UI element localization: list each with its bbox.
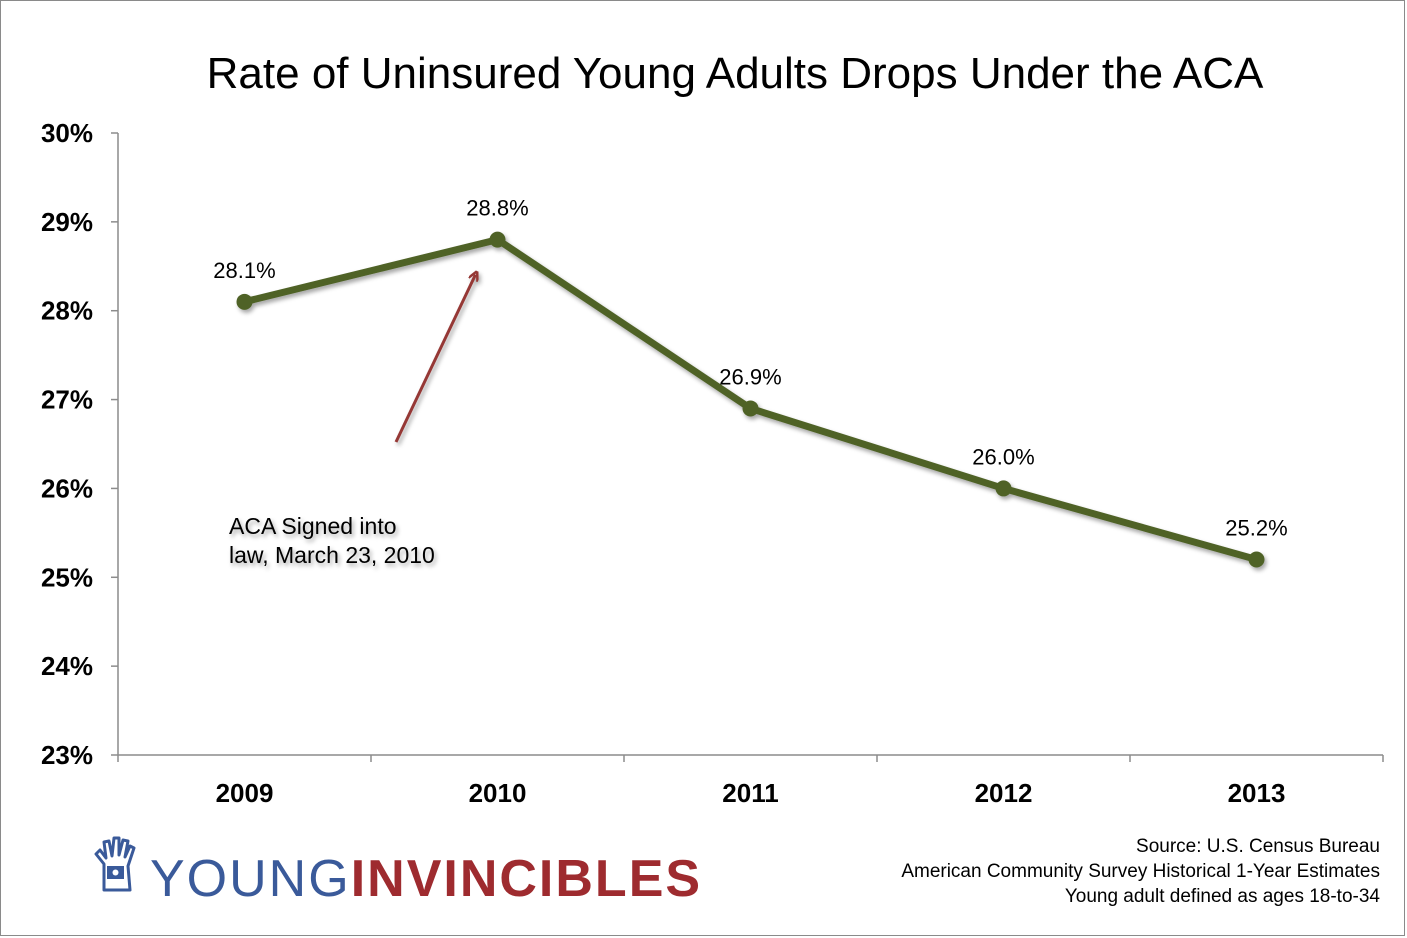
y-tick-label: 23% bbox=[41, 740, 93, 770]
annotation-line-1: ACA Signed into bbox=[229, 513, 397, 539]
y-tick-label: 27% bbox=[41, 385, 93, 415]
x-tick-label: 2012 bbox=[975, 778, 1033, 808]
x-tick-label: 2009 bbox=[216, 778, 274, 808]
x-tick-label: 2011 bbox=[722, 778, 778, 808]
source-line-1: Source: U.S. Census Bureau bbox=[1136, 836, 1380, 857]
data-label: 28.8% bbox=[466, 196, 528, 221]
logo: YOUNGINVINCIBLES bbox=[94, 836, 702, 908]
logo-young: YOUNG bbox=[150, 850, 351, 908]
annotation-arrow bbox=[394, 275, 476, 443]
data-label: 25.2% bbox=[1225, 516, 1287, 541]
data-point bbox=[995, 480, 1012, 497]
x-tick-label: 2010 bbox=[469, 778, 527, 808]
series-line bbox=[241, 236, 1260, 564]
data-label: 26.0% bbox=[972, 444, 1034, 469]
annotation: ACA Signed into law, March 23, 2010 bbox=[229, 275, 476, 568]
data-point bbox=[489, 231, 506, 248]
source-line-2: American Community Survey Historical 1-Y… bbox=[901, 861, 1380, 882]
data-label: 26.9% bbox=[719, 364, 781, 389]
data-labels: 28.1% 28.8% 26.9% 26.0% 25.2% bbox=[213, 196, 1287, 541]
raised-fist-hand-icon bbox=[94, 836, 136, 892]
chart-title: Rate of Uninsured Young Adults Drops Und… bbox=[207, 49, 1264, 98]
series-uninsured-rate bbox=[236, 231, 1265, 568]
y-axis-ticks: 30% 29% 28% 27% 26% 25% 24% 23% bbox=[41, 118, 118, 770]
y-tick-label: 24% bbox=[41, 651, 93, 681]
y-tick-label: 30% bbox=[41, 118, 93, 148]
y-tick-label: 25% bbox=[41, 562, 93, 592]
data-point bbox=[1248, 551, 1265, 568]
logo-invincibles: INVINCIBLES bbox=[351, 850, 702, 908]
y-tick-label: 29% bbox=[41, 207, 93, 237]
x-axis-ticks: 2009 2010 2011 2012 2013 bbox=[117, 755, 1384, 808]
data-point bbox=[742, 400, 759, 417]
y-tick-label: 26% bbox=[41, 473, 93, 503]
svg-text:YOUNGINVINCIBLES: YOUNGINVINCIBLES bbox=[150, 850, 702, 908]
y-tick-label: 28% bbox=[41, 296, 93, 326]
axes bbox=[117, 133, 1383, 756]
annotation-line-2: law, March 23, 2010 bbox=[229, 542, 435, 568]
data-label: 28.1% bbox=[213, 258, 275, 283]
x-tick-label: 2013 bbox=[1228, 778, 1286, 808]
source-line-3: Young adult defined as ages 18-to-34 bbox=[1065, 886, 1381, 907]
data-point bbox=[236, 293, 253, 310]
